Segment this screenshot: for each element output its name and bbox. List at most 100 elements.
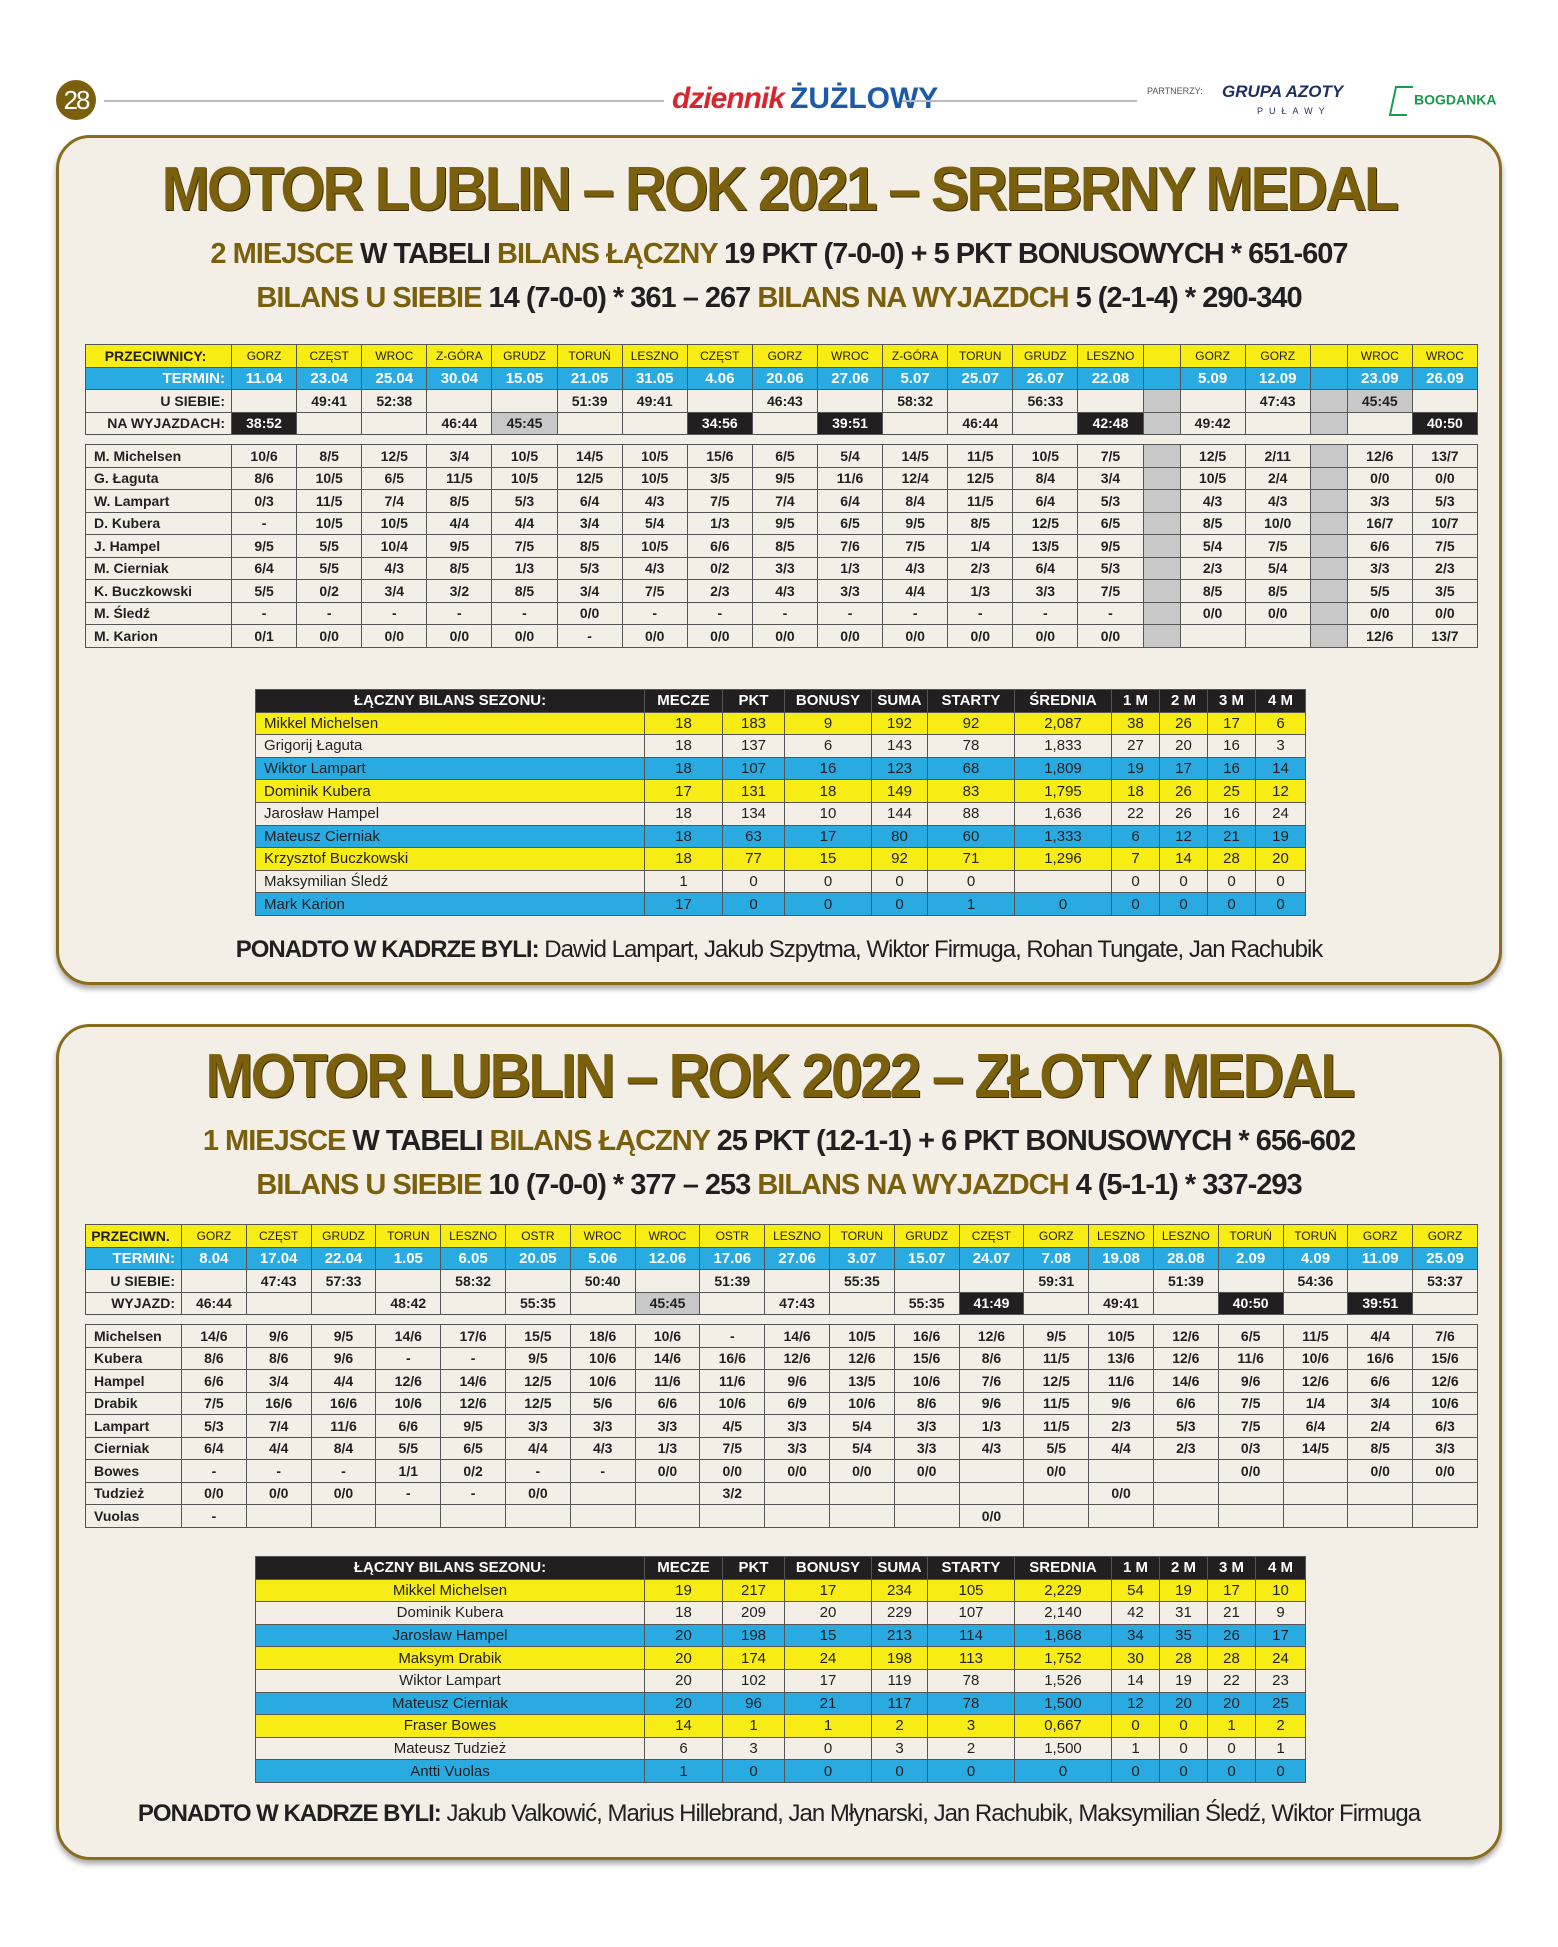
match-cell: 23.09 — [1346, 366, 1413, 390]
stat-cell: 18 — [644, 711, 723, 736]
stat-cell: 183 — [722, 711, 785, 736]
score-cell: - — [621, 601, 688, 625]
stat-cell: 16 — [784, 756, 872, 781]
match-cell: GRUDZ — [893, 1224, 960, 1248]
score-cell: 3/4 — [556, 579, 623, 603]
match-cell: GORZ — [181, 1224, 247, 1248]
score-cell: 1/1 — [375, 1459, 442, 1483]
stat-cell: 3 — [722, 1736, 785, 1761]
subtitle-part: 4 (5-1-1) * 337-293 — [1068, 1169, 1303, 1201]
score-cell: 5/5 — [296, 534, 363, 558]
score-cell: 5/3 — [1152, 1414, 1219, 1438]
score-cell: 3/3 — [1012, 579, 1079, 603]
stat-cell: 1,296 — [1014, 847, 1112, 871]
score-cell: 12/5 — [556, 466, 623, 490]
score-cell: 8/5 — [751, 534, 818, 558]
score-cell: 12/6 — [1152, 1346, 1219, 1370]
score-cell: 3/3 — [1412, 1436, 1478, 1460]
stat-cell: 149 — [871, 779, 928, 803]
match-cell: 49:41 — [1088, 1291, 1154, 1315]
grupa-azoty-subtitle: PUŁAWY — [1257, 106, 1331, 116]
match-cell: CZĘST — [958, 1224, 1025, 1248]
score-cell: 5/3 — [1411, 489, 1478, 513]
score-cell: 6/4 — [230, 556, 298, 580]
score-cell: 14/6 — [375, 1324, 442, 1348]
match-cell — [958, 1269, 1025, 1293]
score-cell: 10/6 — [699, 1391, 766, 1415]
stat-cell: 1 — [1207, 1714, 1256, 1738]
stat-cell: 0 — [927, 869, 1015, 894]
match-cell: 39:51 — [816, 411, 884, 435]
stat-cell: 2 — [1255, 1714, 1306, 1738]
score-cell: 0/0 — [1411, 466, 1478, 490]
stat-cell: 20 — [644, 1691, 723, 1716]
match-cell: 2.09 — [1217, 1246, 1284, 1270]
match-cell — [1012, 411, 1079, 435]
stat-cell: 3 — [871, 1736, 928, 1761]
player-name: M. Śledź — [85, 601, 232, 625]
match-cell: 21.05 — [556, 366, 623, 390]
stat-cell: 119 — [871, 1668, 928, 1693]
match-cell: 31.05 — [621, 366, 688, 390]
score-cell: 6/4 — [556, 489, 623, 513]
summary-row: Mateusz Cierniak 18 63 17 80 60 1,333 6 12 21 19 — [255, 824, 1306, 849]
spacer-cell — [1309, 366, 1348, 390]
spacer-cell — [1309, 389, 1348, 413]
score-cell: 5/3 — [1077, 556, 1144, 580]
score-cell: 3/4 — [361, 579, 428, 603]
player-row: Hampel 6/6 3/4 4/4 12/6 14/6 12/5 10/6 11/6 11/6 9… — [85, 1369, 1478, 1393]
score-cell: - — [569, 1459, 636, 1483]
score-cell: 4/3 — [569, 1436, 636, 1460]
score-cell: 0/0 — [764, 1459, 830, 1483]
stat-cell: 17 — [1255, 1623, 1306, 1648]
stat-cell: 9 — [784, 711, 872, 736]
score-cell: 0/2 — [296, 579, 363, 603]
spacer-cell — [1142, 511, 1181, 535]
summary-row: Dominik Kubera 17 131 18 149 83 1,795 18 26 25 12 — [255, 779, 1306, 803]
stat-cell: 131 — [722, 779, 785, 803]
stat-cell: 209 — [722, 1601, 785, 1625]
player-name: Kubera — [85, 1346, 182, 1370]
player-name: J. Hampel — [85, 534, 232, 558]
score-cell: 14/6 — [440, 1369, 506, 1393]
match-cell: 27.06 — [764, 1246, 830, 1270]
stat-cell: 0 — [1255, 892, 1306, 916]
score-cell: 10/6 — [569, 1369, 636, 1393]
stat-cell: 213 — [871, 1623, 928, 1648]
score-cell — [1282, 1459, 1349, 1483]
subtitle-part: 2 MIEJSCE — [210, 238, 353, 270]
score-cell: 7/5 — [1077, 579, 1144, 603]
column-header: BONUSY — [784, 689, 872, 713]
player-name: Dominik Kubera — [255, 779, 645, 803]
stat-cell: 198 — [871, 1646, 928, 1670]
subtitle-part: BILANS ŁĄCZNY — [489, 1125, 710, 1157]
column-header: 3 M — [1207, 689, 1256, 713]
score-cell: 0/0 — [686, 624, 753, 648]
stat-cell: 0 — [1159, 1736, 1208, 1761]
player-row: Bowes - - -1/1 0/2- -0/0 0/0 0/0 0/0 0/0 0/0 0/0 0/0… — [85, 1459, 1478, 1483]
score-cell: 0/0 — [1217, 1459, 1284, 1483]
stat-cell: 19 — [1255, 824, 1306, 849]
match-cell: GORZ — [1179, 344, 1246, 368]
score-cell: - — [882, 601, 949, 625]
score-cell: 9/6 — [245, 1324, 312, 1348]
score-cell — [310, 1504, 377, 1528]
score-cell: 7/5 — [621, 579, 688, 603]
score-cell: 0/0 — [634, 1459, 701, 1483]
match-cell: LESZNO — [1152, 1224, 1219, 1248]
stat-cell: 0 — [871, 869, 928, 894]
stat-cell: 24 — [1255, 1646, 1306, 1670]
row-label: WYJAZD: — [85, 1291, 182, 1315]
match-cell — [1346, 411, 1413, 435]
score-cell: 1/4 — [1282, 1391, 1349, 1415]
summary-row: Maksymilian Śledź 1 0 0 0 0 0 0 0 0 — [255, 869, 1306, 894]
match-cell — [882, 411, 949, 435]
stat-cell: 16 — [1207, 756, 1256, 781]
score-cell: 4/3 — [958, 1436, 1025, 1460]
match-cell: 59:31 — [1023, 1269, 1090, 1293]
score-cell: 12/5 — [947, 466, 1014, 490]
subtitle-part: BILANS ŁĄCZNY — [497, 238, 718, 270]
match-cell — [621, 411, 688, 435]
row-label: U SIEBIE: — [85, 1269, 182, 1293]
score-cell: 5/5 — [230, 579, 298, 603]
